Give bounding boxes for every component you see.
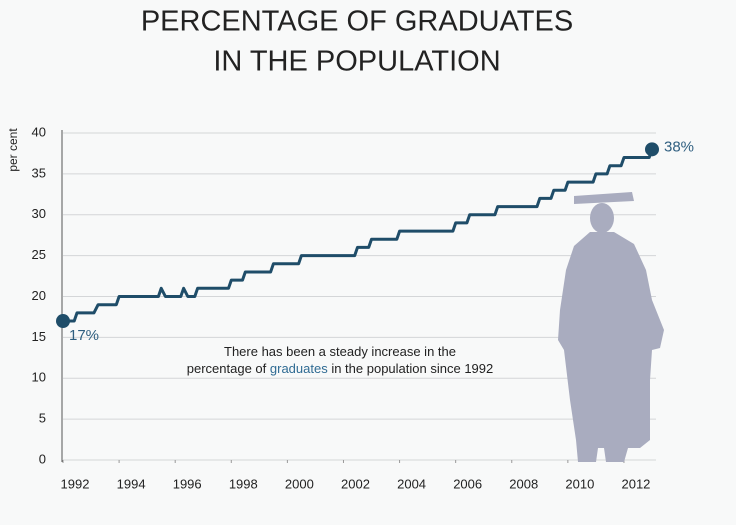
x-tick-label: 2010: [565, 476, 594, 491]
end-point: [56, 314, 70, 329]
x-tick-label: 1992: [61, 476, 90, 491]
x-tick-label: 2000: [285, 476, 314, 491]
y-tick-label: 15: [32, 329, 46, 344]
annotation-highlight: graduates: [269, 361, 328, 376]
annotation: There has been a steady increase in the …: [150, 343, 530, 377]
y-tick-label: 25: [32, 247, 46, 262]
data-line: [63, 148, 654, 323]
y-tick-label: 20: [32, 288, 46, 303]
annotation-text: percentage of: [186, 361, 270, 376]
x-tick-label: 2006: [453, 476, 482, 491]
graduate-silhouette: [558, 192, 664, 462]
grid: [62, 132, 656, 463]
y-tick-label: 30: [32, 206, 46, 221]
end-point: [645, 142, 659, 157]
x-tick-label: 2004: [397, 476, 426, 491]
y-tick-label: 35: [32, 165, 46, 180]
y-tick-label: 5: [39, 411, 46, 426]
y-tick-label: 10: [32, 370, 46, 385]
x-tick-label: 1994: [117, 476, 146, 491]
value-label: 17%: [69, 327, 99, 344]
y-tick-label: 0: [39, 451, 46, 466]
annotation-text: There has been a steady increase in the: [224, 344, 456, 359]
y-tick-label: 40: [32, 124, 46, 139]
y-axis-label: per cent: [6, 128, 20, 172]
x-tick-label: 2002: [341, 476, 370, 491]
value-label: 38%: [664, 138, 694, 155]
x-tick-label: 1996: [173, 476, 202, 491]
chart-title: IN THE POPULATION: [213, 46, 500, 78]
annotation-text: in the population since 1992: [327, 361, 494, 376]
x-tick-label: 2008: [509, 476, 538, 491]
x-tick-label: 1998: [229, 476, 258, 491]
chart-title: PERCENTAGE OF GRADUATES: [141, 6, 573, 38]
x-tick-label: 2012: [621, 476, 650, 491]
